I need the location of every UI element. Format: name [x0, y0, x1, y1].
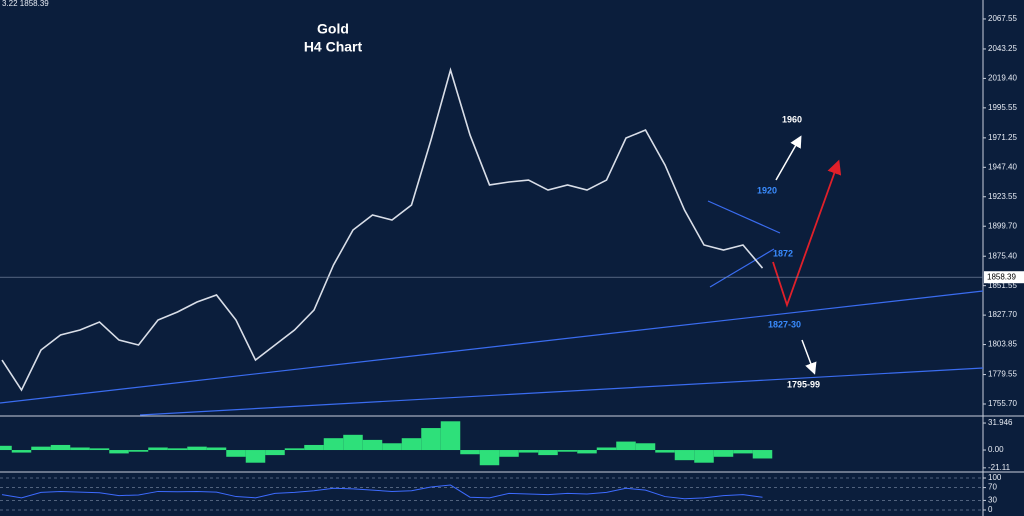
bar — [128, 450, 149, 452]
bar — [401, 438, 422, 451]
bar — [557, 450, 578, 452]
last-price-label: 1858.39 — [987, 272, 1016, 281]
y-tick-label: 1923.55 — [988, 192, 1017, 201]
y-tick-label: 30 — [988, 496, 997, 505]
y-tick-label: 1755.70 — [988, 399, 1017, 408]
y-tick-label: 0 — [988, 505, 993, 514]
y-tick-label: 1803.85 — [988, 340, 1017, 349]
y-tick-label: 1827.70 — [988, 310, 1017, 319]
arrow — [772, 159, 842, 308]
bar — [167, 448, 188, 451]
bar — [362, 439, 383, 451]
annotation: 1872 — [773, 248, 793, 258]
bar — [577, 450, 597, 454]
last-price-box — [984, 271, 1024, 284]
bar — [518, 450, 539, 453]
bar — [752, 450, 773, 459]
y-tick-label: 100 — [988, 473, 1002, 482]
annotation: 1920 — [757, 185, 777, 195]
bar — [713, 450, 734, 457]
bar — [323, 438, 344, 451]
bar — [538, 450, 558, 456]
y-tick-label: 31.946 — [988, 418, 1013, 427]
bar — [674, 450, 695, 461]
annotation: 1960 — [782, 114, 802, 124]
trend-line — [0, 290, 984, 404]
info-text: 3.22 1858.39 — [2, 0, 49, 8]
trend-line — [709, 248, 775, 288]
y-tick-label: 0.00 — [988, 445, 1004, 454]
bar — [616, 441, 636, 451]
y-tick-label: 1971.25 — [988, 133, 1017, 142]
bar — [265, 450, 285, 456]
bar — [70, 447, 90, 451]
y-tick-label: 1947.40 — [988, 162, 1017, 171]
bar — [499, 450, 519, 457]
chart-subtitle: H4 Chart — [304, 39, 363, 55]
bar — [0, 445, 12, 451]
annotation: 1795-99 — [787, 379, 820, 389]
y-tick-label: 2019.40 — [988, 74, 1017, 83]
bar — [187, 446, 207, 451]
bar — [596, 447, 617, 451]
chart-title: Gold — [317, 21, 349, 37]
y-tick-label: -21.11 — [988, 463, 1011, 472]
y-tick-label: 2043.25 — [988, 44, 1017, 53]
y-tick-label: 1779.55 — [988, 370, 1017, 379]
bar — [440, 421, 461, 451]
bar — [421, 428, 441, 451]
bar — [304, 444, 324, 451]
price-line — [1, 484, 763, 500]
bar — [635, 443, 656, 451]
annotation: 1827-30 — [768, 319, 801, 329]
bar — [382, 443, 402, 451]
bar — [206, 447, 227, 451]
arrow — [775, 135, 802, 181]
bar — [655, 450, 675, 453]
bar — [89, 448, 110, 451]
trend-line — [139, 367, 984, 416]
y-tick-label: 1899.70 — [988, 221, 1017, 230]
bar — [109, 450, 129, 454]
bar — [479, 450, 500, 466]
bar — [11, 450, 32, 453]
bar — [284, 448, 305, 451]
trend-line — [707, 200, 781, 234]
bar — [733, 450, 753, 454]
y-tick-label: 1875.40 — [988, 251, 1017, 260]
bar — [31, 446, 51, 451]
bar — [343, 434, 363, 451]
y-tick-label: 1995.55 — [988, 103, 1017, 112]
bar — [694, 450, 714, 463]
y-tick-label: 70 — [988, 483, 997, 492]
y-tick-label: 2067.55 — [988, 14, 1017, 23]
arrow — [801, 339, 817, 375]
bar — [226, 450, 246, 457]
bar — [148, 447, 168, 451]
bar — [460, 450, 480, 455]
bar — [245, 450, 266, 463]
y-tick-label: 1851.55 — [988, 281, 1017, 290]
price-line — [1, 67, 764, 392]
bar — [50, 444, 71, 451]
